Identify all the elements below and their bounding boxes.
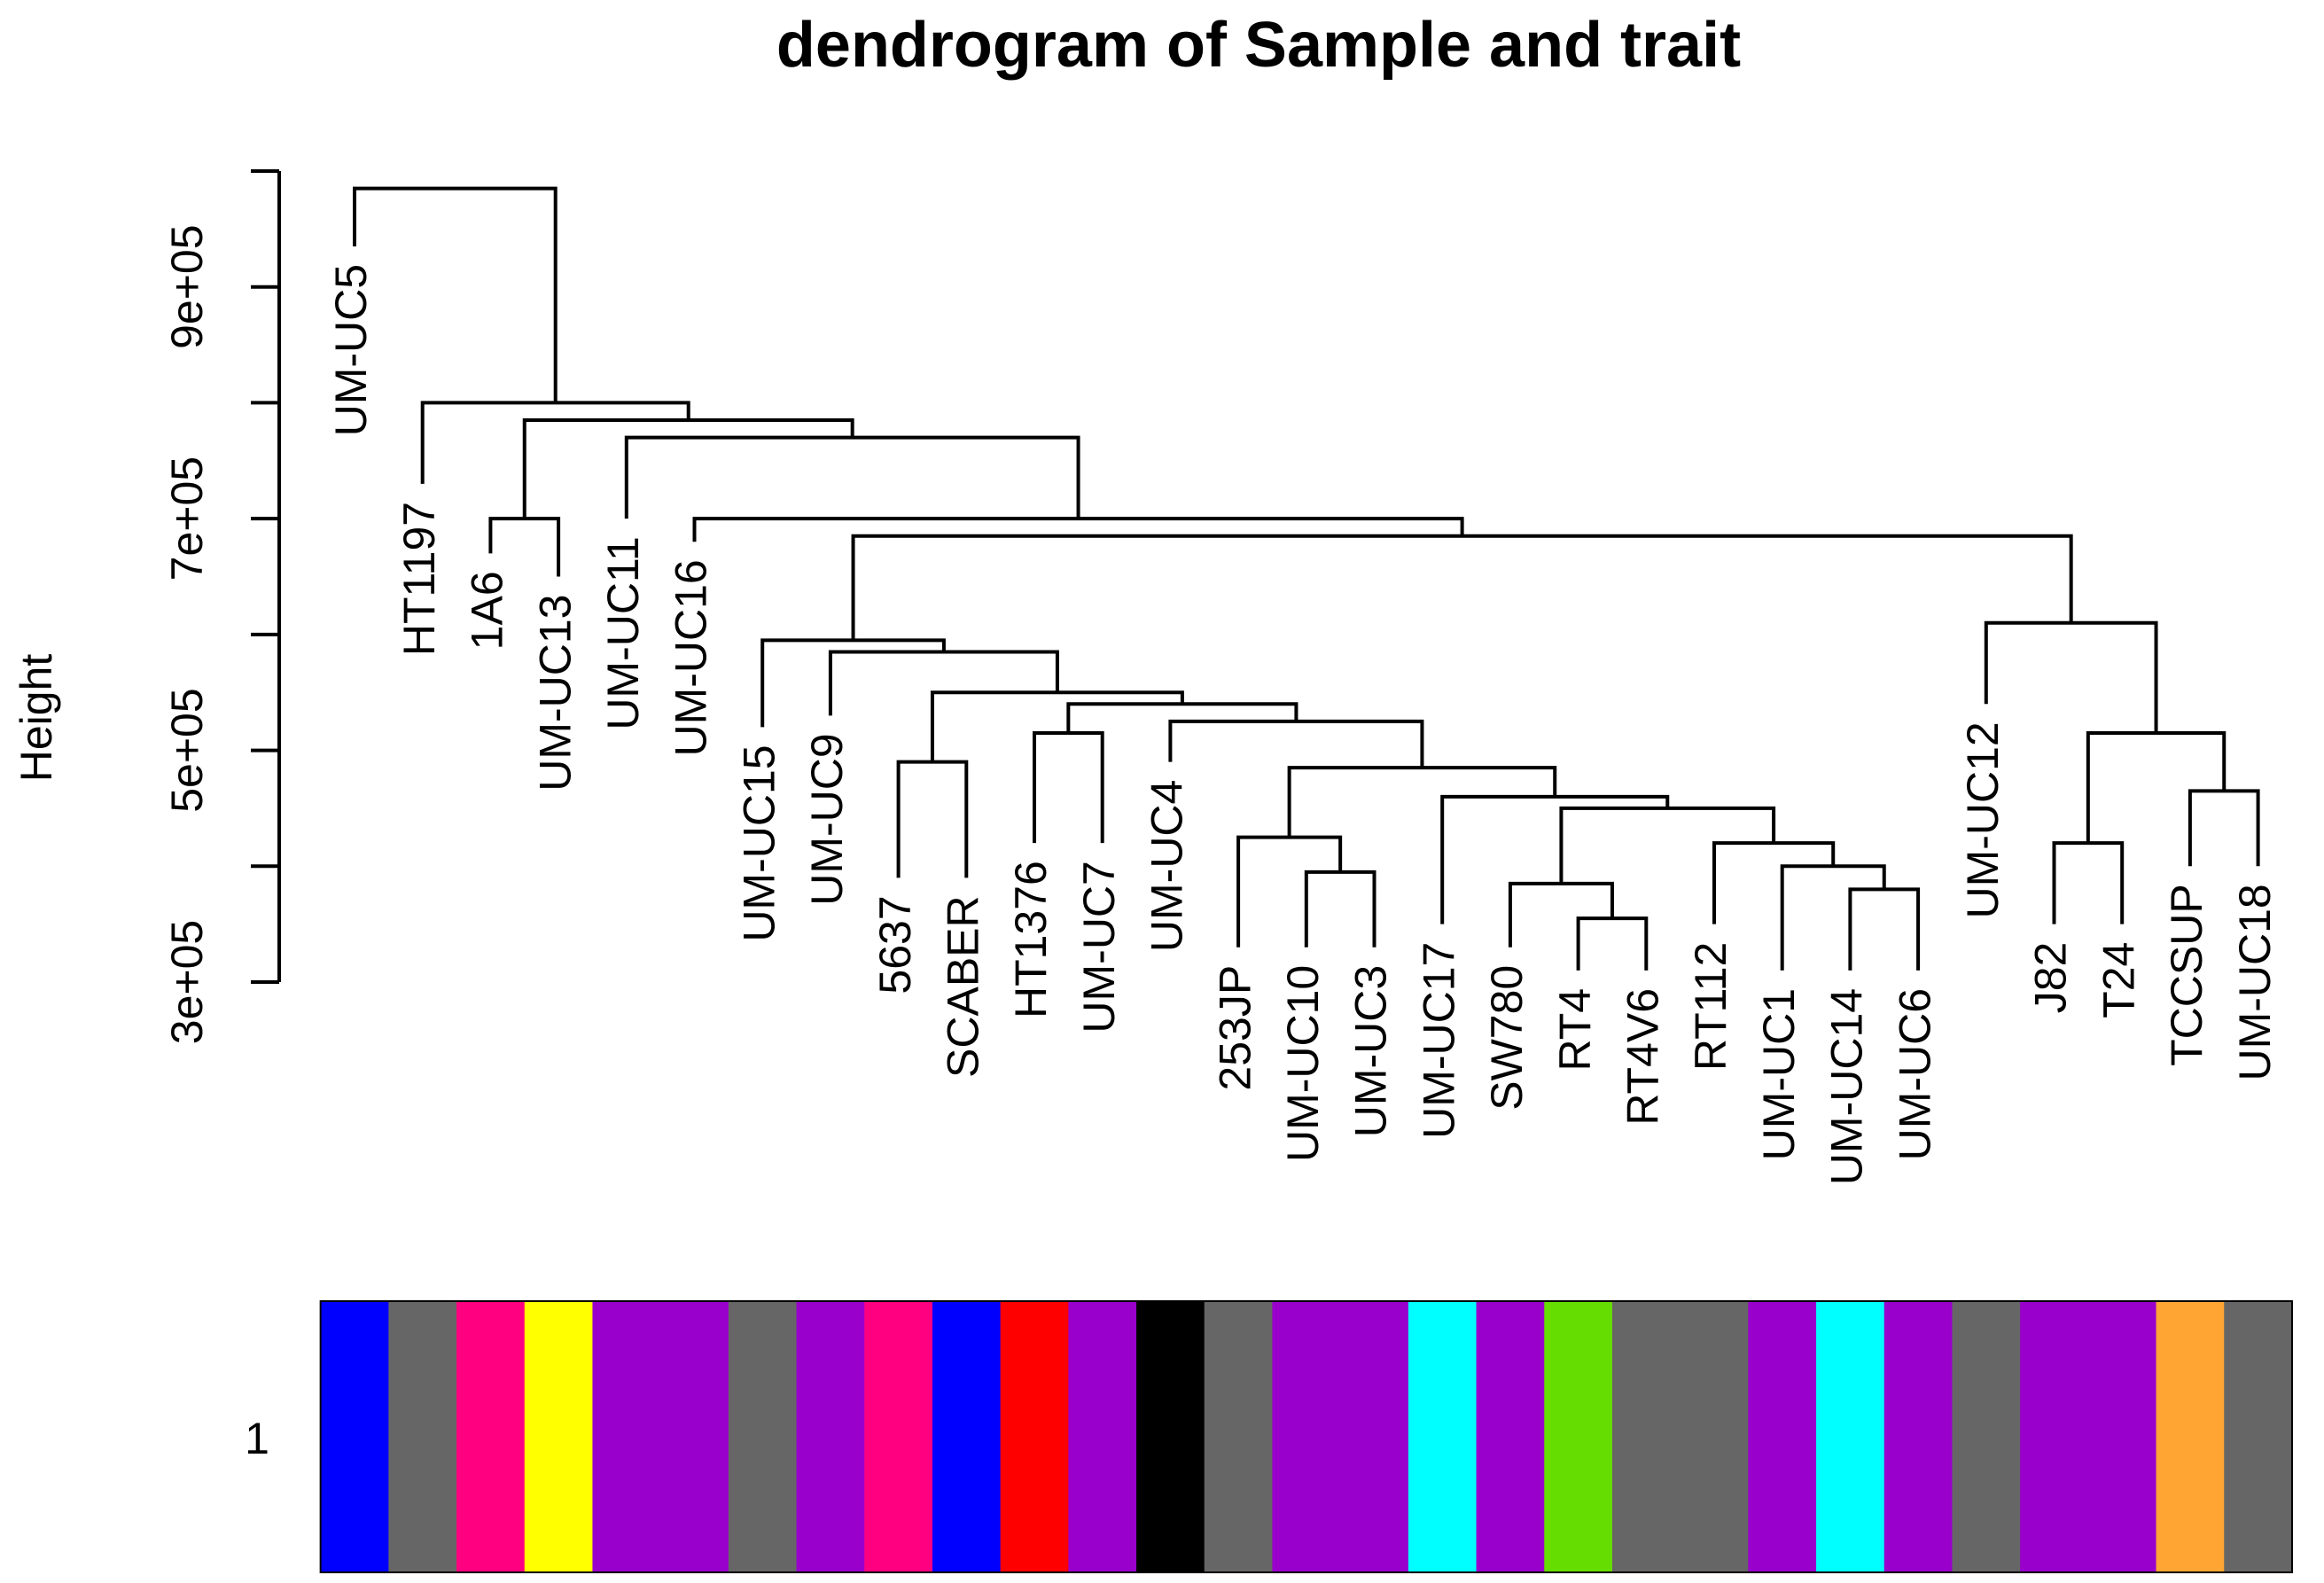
leaf-label: RT4: [1550, 988, 1600, 1072]
trait-cell: [2087, 1301, 2157, 1572]
trait-row-label: 1: [245, 1414, 269, 1463]
leaf-label: UM-UC9: [802, 733, 852, 905]
trait-cell: [1204, 1301, 1274, 1572]
dendrogram-branch: [1712, 841, 1836, 924]
leaf-label: UM-UC6: [1890, 988, 1939, 1160]
trait-color-strip: [319, 1300, 2293, 1573]
dendrogram-branch: [353, 186, 558, 403]
leaf-label: UM-UC15: [734, 745, 784, 941]
leaf-label: UM-UC11: [598, 536, 648, 730]
leaf-label: 5637: [870, 895, 920, 994]
trait-cell: [796, 1301, 866, 1572]
leaf-label: 253JP: [1210, 965, 1259, 1091]
dendrogram-branch: [1168, 719, 1424, 768]
leaf-label: RT112: [1686, 942, 1735, 1071]
trait-cell: [1136, 1301, 1205, 1572]
trait-cell: [864, 1301, 933, 1572]
leaf-label: J82: [2026, 942, 2076, 1014]
trait-cell: [388, 1301, 457, 1572]
y-tick-label: 3e+05: [162, 920, 212, 1044]
dendrogram-branch: [1236, 835, 1343, 947]
trait-cell: [1816, 1301, 1885, 1572]
leaf-label: T24: [2094, 942, 2143, 1018]
dendrogram-branch: [1984, 620, 2158, 733]
dendrogram-branch: [692, 517, 1464, 542]
dendrogram-branch: [2052, 841, 2125, 924]
trait-cell: [1272, 1301, 1341, 1572]
trait-cell: [1068, 1301, 1137, 1572]
trait-cell: [1544, 1301, 1613, 1572]
dendrogram-branch: [522, 418, 854, 519]
leaf-label: UM-UC18: [2230, 884, 2280, 1080]
leaf-label: UM-UC3: [1346, 965, 1396, 1137]
dendrogram-branch: [1440, 794, 1670, 924]
leaf-label: SW780: [1482, 965, 1532, 1111]
trait-cell: [320, 1301, 390, 1572]
y-tick-label: 7e+05: [162, 456, 212, 581]
dendrogram-branch: [1287, 766, 1557, 838]
leaf-label: UM-UC17: [1414, 942, 1463, 1139]
trait-strip-border: [319, 1300, 2293, 1573]
trait-cell: [1611, 1301, 1681, 1572]
leaf-label: UM-UC5: [326, 264, 376, 436]
trait-cell: [1476, 1301, 1546, 1572]
dendrogram-branch: [2086, 730, 2227, 844]
leaf-label: SCABER: [939, 895, 988, 1078]
y-tick-label: 9e+05: [162, 224, 212, 348]
dendrogram-branch: [1780, 864, 1886, 971]
trait-cell: [456, 1301, 526, 1572]
trait-cell: [1748, 1301, 1817, 1572]
y-axis-label: Height: [12, 654, 61, 783]
trait-cell: [1340, 1301, 1409, 1572]
leaf-label: UM-UC16: [667, 559, 716, 756]
trait-cell: [932, 1301, 1002, 1572]
trait-cell: [1000, 1301, 1070, 1572]
dendrogram-branch: [828, 650, 1059, 716]
y-tick-label: 5e+05: [162, 688, 212, 812]
leaf-labels: UM-UC5 HT1197 1A6 UM-UC13 UM-UC11 UM-UC16 UM-U…: [326, 264, 2280, 1185]
dendrogram-branch: [1066, 702, 1298, 733]
dendrogram-branch: [760, 638, 946, 728]
leaf-label: UM-UC10: [1278, 965, 1328, 1162]
dendrogram-branch: [1304, 869, 1376, 947]
dendrogram-branches: [353, 186, 2260, 971]
dendrogram-branch: [1848, 887, 1921, 971]
leaf-label: UM-UC7: [1074, 861, 1124, 1033]
leaf-label: TCCSUP: [2162, 884, 2211, 1066]
leaf-label: UM-UC1: [1754, 988, 1804, 1160]
leaf-label: HT1376: [1006, 861, 1056, 1018]
dendrogram-branch: [1576, 916, 1649, 971]
trait-cell: [728, 1301, 798, 1572]
trait-cell: [2156, 1301, 2226, 1572]
dendrogram-branch: [1508, 881, 1614, 947]
dendrogram-branch: [2188, 789, 2260, 867]
dendrogram-branch: [1559, 806, 1776, 884]
leaf-label: HT1197: [394, 502, 444, 656]
leaf-label: 1A6: [463, 571, 512, 650]
leaf-label: RT4V6: [1618, 988, 1668, 1126]
trait-cell: [524, 1301, 594, 1572]
dendrogram-branch: [420, 401, 690, 484]
dendrogram-branch: [624, 435, 1080, 519]
dendrogram-branch: [488, 517, 561, 577]
y-axis: 3e+05 5e+05 7e+05 9e+05: [162, 169, 281, 1044]
leaf-label: UM-UC4: [1143, 780, 1192, 952]
leaf-label: UM-UC14: [1822, 988, 1872, 1185]
trait-cell: [660, 1301, 729, 1572]
leaf-label: UM-UC13: [530, 595, 580, 792]
dendrogram-branch: [1033, 730, 1104, 844]
trait-cell: [1408, 1301, 1478, 1572]
leaf-label: UM-UC12: [1958, 721, 2008, 918]
dendrogram-branch: [896, 760, 969, 878]
trait-cell: [1883, 1301, 1954, 1572]
chart-title: dendrogram of Sample and trait: [776, 10, 1741, 81]
dendrogram-branch: [851, 534, 2073, 641]
trait-cell: [592, 1301, 661, 1572]
trait-cell: [2020, 1301, 2089, 1572]
trait-cell: [1680, 1301, 1750, 1572]
trait-cell: [1952, 1301, 2021, 1572]
trait-cell: [2224, 1301, 2293, 1572]
